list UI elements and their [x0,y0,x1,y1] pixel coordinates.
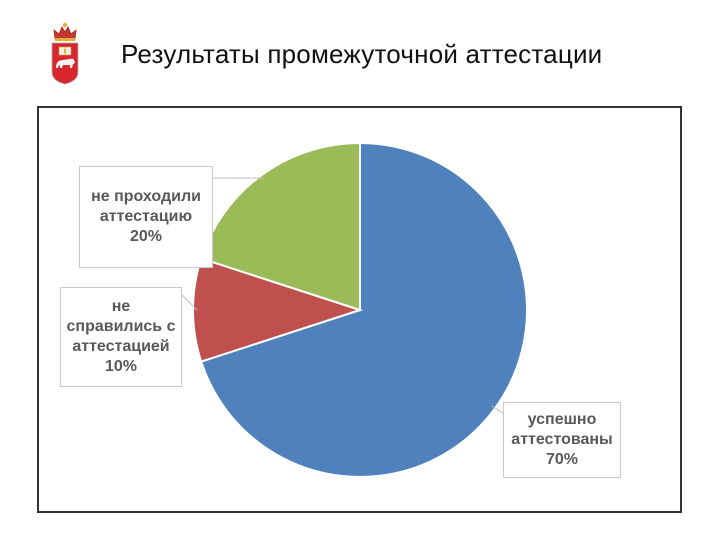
data-label-line: аттестованы [511,431,613,448]
data-label-not-certified: не проходили аттестацию 20% [79,166,213,268]
label-leader-lines [181,177,504,414]
data-label-line: не [111,298,131,315]
leader-line [491,405,504,414]
data-label-line: не проходили [91,188,201,205]
leader-line [181,294,198,311]
data-label-line: аттестацию [99,208,193,225]
data-label-successfully-certified: успешно аттестованы 70% [503,402,621,478]
data-label-line: 70% [545,451,579,468]
data-label-line: успешно [527,411,597,428]
slide-title: Результаты промежуточной аттестации [121,39,603,69]
data-label-failed-certification: не справились с аттестацией 10% [60,287,182,387]
data-label-line: аттестацией [72,338,170,355]
data-label-line: справились с [66,318,176,335]
data-label-line: 10% [104,358,138,375]
data-label-line: 20% [129,228,163,245]
perm-krai-coat-of-arms-icon [51,22,79,85]
pie-slices [192,141,528,478]
